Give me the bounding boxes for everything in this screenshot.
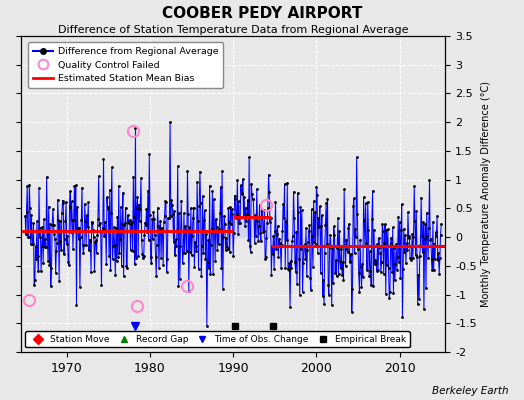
Text: Berkeley Earth: Berkeley Earth (432, 386, 508, 396)
Title: Difference of Station Temperature Data from Regional Average: Difference of Station Temperature Data f… (58, 25, 408, 35)
Legend: Station Move, Record Gap, Time of Obs. Change, Empirical Break: Station Move, Record Gap, Time of Obs. C… (26, 331, 409, 348)
Y-axis label: Monthly Temperature Anomaly Difference (°C): Monthly Temperature Anomaly Difference (… (481, 81, 491, 307)
Text: COOBER PEDY AIRPORT: COOBER PEDY AIRPORT (162, 6, 362, 21)
